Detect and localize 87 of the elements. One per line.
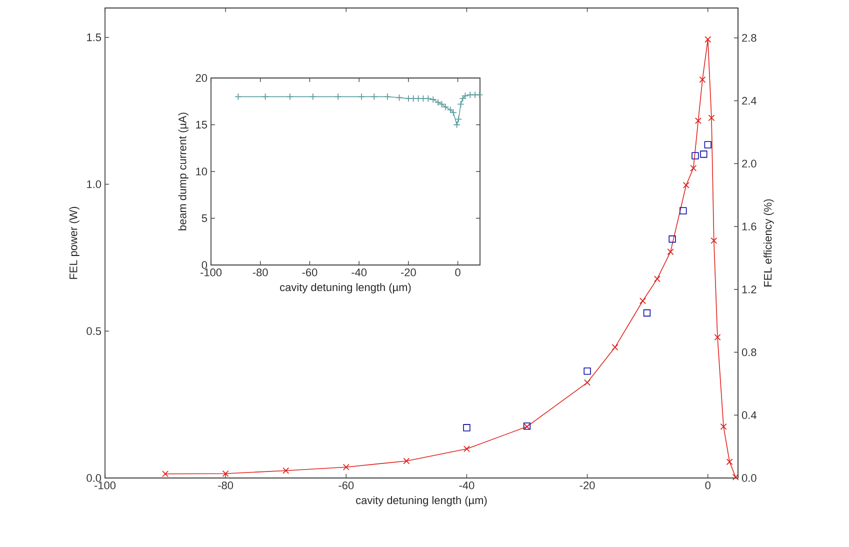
point [639, 298, 646, 304]
y-tick-label: 5 [202, 214, 208, 222]
y2-axis-title: FEL efficiency (%) [764, 199, 774, 286]
y2-tick-label: 2.0 [742, 160, 756, 168]
point [463, 446, 470, 452]
point [668, 235, 676, 243]
point [462, 92, 469, 100]
point [342, 464, 350, 470]
point [710, 237, 718, 244]
point [234, 93, 242, 100]
point [714, 334, 721, 341]
x-tick-label: -80 [218, 482, 234, 490]
x-axis-title: cavity detuning length (µm) [280, 283, 411, 294]
x-axis-title: cavity detuning length (µm) [356, 496, 487, 506]
point [286, 93, 294, 100]
y-tick-label: 0.0 [86, 474, 102, 482]
y2-tick-label: 1.2 [742, 286, 756, 294]
point [584, 367, 591, 375]
y-tick-label: 0 [202, 261, 208, 269]
point [704, 36, 712, 43]
x-tick-label: -40 [459, 482, 474, 490]
y-tick-label: 1.5 [87, 34, 102, 42]
x-tick-label: -60 [302, 268, 318, 276]
point [694, 118, 702, 124]
point [420, 94, 427, 102]
x-tick-label: -60 [338, 482, 354, 490]
x-tick-label: -40 [352, 268, 367, 276]
point [450, 108, 457, 116]
point [692, 152, 699, 160]
point [454, 116, 462, 123]
x-tick-label: 0 [705, 482, 710, 490]
point [438, 100, 446, 108]
point [414, 94, 422, 102]
point [453, 121, 460, 128]
x-tick-label: -80 [252, 268, 268, 276]
point [654, 276, 660, 282]
y2-tick-label: 1.6 [742, 222, 756, 230]
y2-tick-label: 2.4 [742, 96, 756, 105]
point [612, 344, 618, 351]
point [459, 94, 466, 102]
point [690, 164, 697, 172]
point [162, 470, 169, 478]
point [396, 94, 403, 102]
point [457, 100, 464, 108]
point [463, 424, 470, 432]
y-axis-title: beam dump current (µA) [178, 112, 188, 230]
point [466, 91, 474, 98]
point [732, 474, 739, 480]
point [667, 248, 674, 256]
point [643, 309, 651, 317]
point [384, 93, 392, 100]
y-axis-title: FEL power (W) [69, 206, 80, 279]
point [584, 379, 591, 386]
point [370, 93, 378, 100]
point [358, 93, 366, 100]
x-tick-label: -20 [580, 482, 595, 490]
point [262, 93, 269, 100]
x-tick-label: -100 [200, 268, 222, 276]
point [699, 76, 706, 83]
point [700, 150, 708, 158]
point [476, 91, 484, 98]
point [410, 94, 418, 102]
y2-tick-label: 2.8 [742, 34, 756, 42]
y2-tick-label: 0.8 [742, 348, 756, 356]
y-tick-label: 1.0 [87, 180, 102, 188]
point [334, 93, 342, 100]
point [309, 93, 317, 100]
y-tick-label: 15 [196, 120, 208, 129]
point [471, 91, 479, 98]
x-tick-label: -100 [94, 482, 116, 490]
x-tick-label: 0 [455, 268, 460, 276]
point [222, 470, 229, 477]
point [404, 94, 412, 102]
point [403, 458, 410, 464]
point [708, 114, 715, 122]
y2-tick-label: 0.0 [742, 474, 756, 482]
point [282, 467, 290, 474]
y-tick-label: 0.5 [86, 327, 102, 336]
x-tick-label: -20 [401, 268, 416, 276]
point [680, 207, 687, 214]
y2-tick-label: 0.4 [742, 411, 756, 420]
y-tick-label: 20 [196, 74, 208, 82]
point [682, 182, 690, 188]
point [704, 141, 712, 148]
point [720, 423, 727, 430]
point [726, 458, 733, 466]
y-tick-label: 10 [196, 168, 208, 176]
